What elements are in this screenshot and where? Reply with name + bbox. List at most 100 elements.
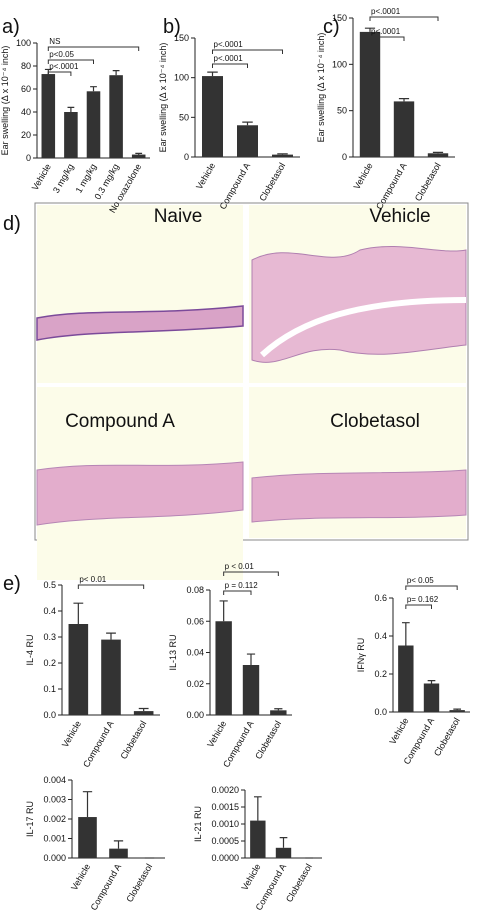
- error-bar: [207, 71, 218, 77]
- y-tick-label: 0.3: [43, 632, 56, 642]
- error-bar: [401, 622, 410, 646]
- significance-bracket: [405, 604, 432, 609]
- bar: [449, 710, 465, 712]
- x-tick-label: Clobetasol: [253, 719, 283, 761]
- tissue: [36, 461, 244, 526]
- image-naive: [37, 205, 243, 383]
- y-tick-label: 0.0: [374, 707, 387, 717]
- significance-label: p< 0.01: [79, 575, 106, 584]
- y-tick-label: 0.0005: [211, 836, 239, 846]
- panel-label: d): [3, 213, 21, 235]
- image-label: Clobetasol: [330, 411, 420, 432]
- significance-bracket: [212, 63, 248, 68]
- y-tick-label: 0.0010: [211, 819, 239, 829]
- significance-label: p<.0001: [49, 62, 79, 71]
- bar: [41, 74, 56, 158]
- y-tick-label: 0.02: [186, 679, 204, 689]
- y-tick-label: 50: [179, 112, 189, 122]
- y-tick-label: 40: [21, 107, 31, 117]
- panel-label: a): [2, 16, 20, 38]
- error-bar: [274, 708, 283, 711]
- x-tick-label: Vehicle: [352, 161, 375, 191]
- tissue-fold: [259, 297, 467, 358]
- bar: [427, 153, 449, 157]
- significance-bracket: [405, 585, 458, 590]
- significance-label: p<.0001: [214, 54, 244, 63]
- y-tick-label: 0.0: [43, 710, 56, 720]
- x-tick-label: Vehicle: [239, 862, 262, 892]
- significance-bracket: [369, 16, 439, 21]
- y-tick-label: 60: [21, 84, 31, 94]
- y-axis-label: Ear swelling (Δ x 10⁻⁴ inch): [158, 43, 168, 153]
- error-bar: [135, 152, 143, 155]
- image-label: Naive: [154, 206, 203, 227]
- panel-label: c): [323, 16, 340, 38]
- error-bar: [82, 791, 93, 818]
- bar: [423, 683, 440, 712]
- y-tick-label: 0: [342, 152, 347, 162]
- error-bar: [73, 602, 84, 624]
- x-tick-label: Clobetasol: [413, 161, 443, 203]
- tissue: [36, 305, 244, 341]
- bar: [109, 848, 128, 858]
- significance-bracket: [77, 584, 145, 589]
- error-bar: [453, 708, 462, 711]
- y-tick-label: 80: [21, 61, 31, 71]
- significance-label: p < 0.01: [225, 562, 255, 571]
- y-tick-label: 0.00: [186, 710, 204, 720]
- bar: [215, 621, 232, 715]
- significance-label: NS: [49, 37, 60, 46]
- x-tick-label: Compound A: [89, 862, 124, 912]
- error-bar: [246, 653, 256, 665]
- bar: [272, 154, 293, 157]
- error-bar: [242, 121, 253, 126]
- x-tick-label: Vehicle: [30, 162, 53, 192]
- x-tick-label: 1 mg/kg: [74, 162, 99, 195]
- bar: [250, 820, 266, 858]
- y-tick-label: 0.4: [374, 631, 387, 641]
- error-bar: [432, 151, 444, 154]
- y-axis-label: IL-13 RU: [168, 634, 178, 670]
- y-tick-label: 0.08: [186, 585, 204, 595]
- significance-bracket: [212, 49, 283, 54]
- x-tick-label: Vehicle: [205, 719, 228, 749]
- error-bar: [112, 70, 120, 76]
- y-tick-label: 0.001: [43, 834, 66, 844]
- x-tick-label: Vehicle: [60, 719, 83, 749]
- error-bar: [277, 153, 288, 155]
- tissue: [251, 245, 467, 363]
- error-bar: [279, 837, 288, 848]
- x-tick-label: Clobetasol: [257, 161, 287, 203]
- significance-label: p<0.05: [49, 50, 74, 59]
- significance-label: p< 0.05: [407, 576, 434, 585]
- bar: [242, 665, 260, 715]
- error-bar: [113, 840, 124, 849]
- y-tick-label: 0.004: [43, 775, 66, 785]
- error-bar: [427, 680, 436, 684]
- y-tick-label: 0.5: [43, 580, 56, 590]
- error-bar: [253, 796, 262, 821]
- significance-bracket: [369, 36, 405, 41]
- bar: [359, 31, 381, 157]
- y-tick-label: 0.1: [43, 684, 56, 694]
- significance-label: p = 0.112: [225, 581, 259, 590]
- significance-bracket: [47, 71, 72, 76]
- y-tick-label: 50: [337, 106, 347, 116]
- x-tick-label: 3 mg/kg: [51, 162, 76, 195]
- significance-label: p<.0001: [371, 27, 401, 36]
- bar: [86, 91, 101, 158]
- bar: [393, 101, 415, 157]
- y-tick-label: 20: [21, 130, 31, 140]
- y-tick-label: 150: [332, 13, 347, 23]
- y-tick-label: 0.06: [186, 616, 204, 626]
- y-axis-label: IL-21 RU: [193, 806, 203, 842]
- x-tick-label: Clobetasol: [124, 862, 154, 904]
- x-tick-label: Clobetasol: [118, 719, 148, 761]
- y-axis-label: Ear swelling (Δ x 10⁻⁴ inch): [316, 33, 326, 143]
- error-bar: [219, 600, 228, 622]
- x-tick-label: Clobetasol: [284, 862, 314, 904]
- y-tick-label: 0.4: [43, 606, 56, 616]
- panel-label: e): [3, 573, 21, 595]
- significance-bracket: [223, 571, 279, 576]
- bar: [275, 847, 292, 858]
